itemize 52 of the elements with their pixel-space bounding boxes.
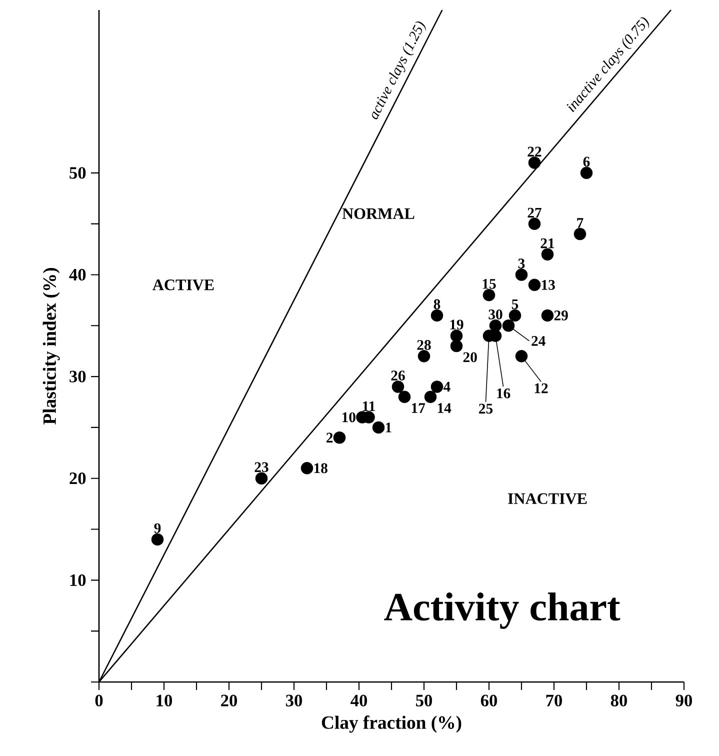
annotation: 18 <box>314 463 328 474</box>
annotation: 14 <box>438 403 452 413</box>
annotation: 25 <box>479 404 493 414</box>
annotation: 21 <box>540 238 554 248</box>
x-axis-title: Clay fraction (%) <box>322 716 462 733</box>
annotation: 26 <box>391 370 405 380</box>
annotation: Activity chart <box>384 592 620 629</box>
annotation: 16 <box>497 388 510 398</box>
annotation: 24 <box>532 336 546 346</box>
annotation: 6 <box>583 156 590 167</box>
annotation: 2 <box>326 432 333 442</box>
annotation: 10 <box>342 412 356 422</box>
annotation: NORMAL <box>342 208 414 219</box>
y-tick-label: 40 <box>69 268 86 281</box>
annotation: 9 <box>154 523 161 534</box>
x-tick-label: 0 <box>95 694 103 706</box>
x-tick-label: 10 <box>156 694 172 706</box>
x-tick-label: 90 <box>676 694 692 706</box>
annotation: 1 <box>386 422 392 432</box>
annotation: 27 <box>528 208 542 218</box>
annotation: 12 <box>534 383 548 394</box>
annotation: 5 <box>512 299 518 310</box>
annotation: 3 <box>518 258 525 268</box>
x-tick-label: 20 <box>221 694 238 706</box>
annotation: 23 <box>254 462 268 472</box>
annotation: 22 <box>528 146 542 156</box>
y-tick-label: 20 <box>70 472 86 484</box>
y-tick-label: 10 <box>70 574 86 586</box>
annotation: 28 <box>417 340 431 350</box>
x-tick-label: 30 <box>286 694 302 706</box>
x-tick-label: 50 <box>416 694 432 706</box>
y-tick-label: 50 <box>70 167 86 179</box>
annotation: ACTIVE <box>152 279 214 290</box>
annotation: 29 <box>554 310 568 320</box>
text: active clays (1.25) <box>372 21 426 120</box>
annotation: INACTIVE <box>508 493 587 504</box>
annotation: 13 <box>542 280 555 290</box>
annotation: 8 <box>434 299 440 310</box>
y-tick-label: 30 <box>70 370 86 382</box>
x-tick-label: 40 <box>350 694 368 706</box>
annotation: 30 <box>488 309 502 320</box>
annotation: 7 <box>577 218 584 228</box>
x-tick-label: 70 <box>546 694 562 706</box>
x-tick-label: 80 <box>610 694 627 706</box>
annotation: 17 <box>412 403 426 413</box>
annotation: 11 <box>362 401 375 412</box>
annotation: 15 <box>482 279 496 289</box>
x-tick-label: 60 <box>480 694 497 706</box>
annotation: 4 <box>443 382 450 392</box>
annotation: 19 <box>450 320 464 330</box>
y-axis-title: Plasticity index (%) <box>42 268 60 424</box>
annotation: 20 <box>463 352 477 362</box>
